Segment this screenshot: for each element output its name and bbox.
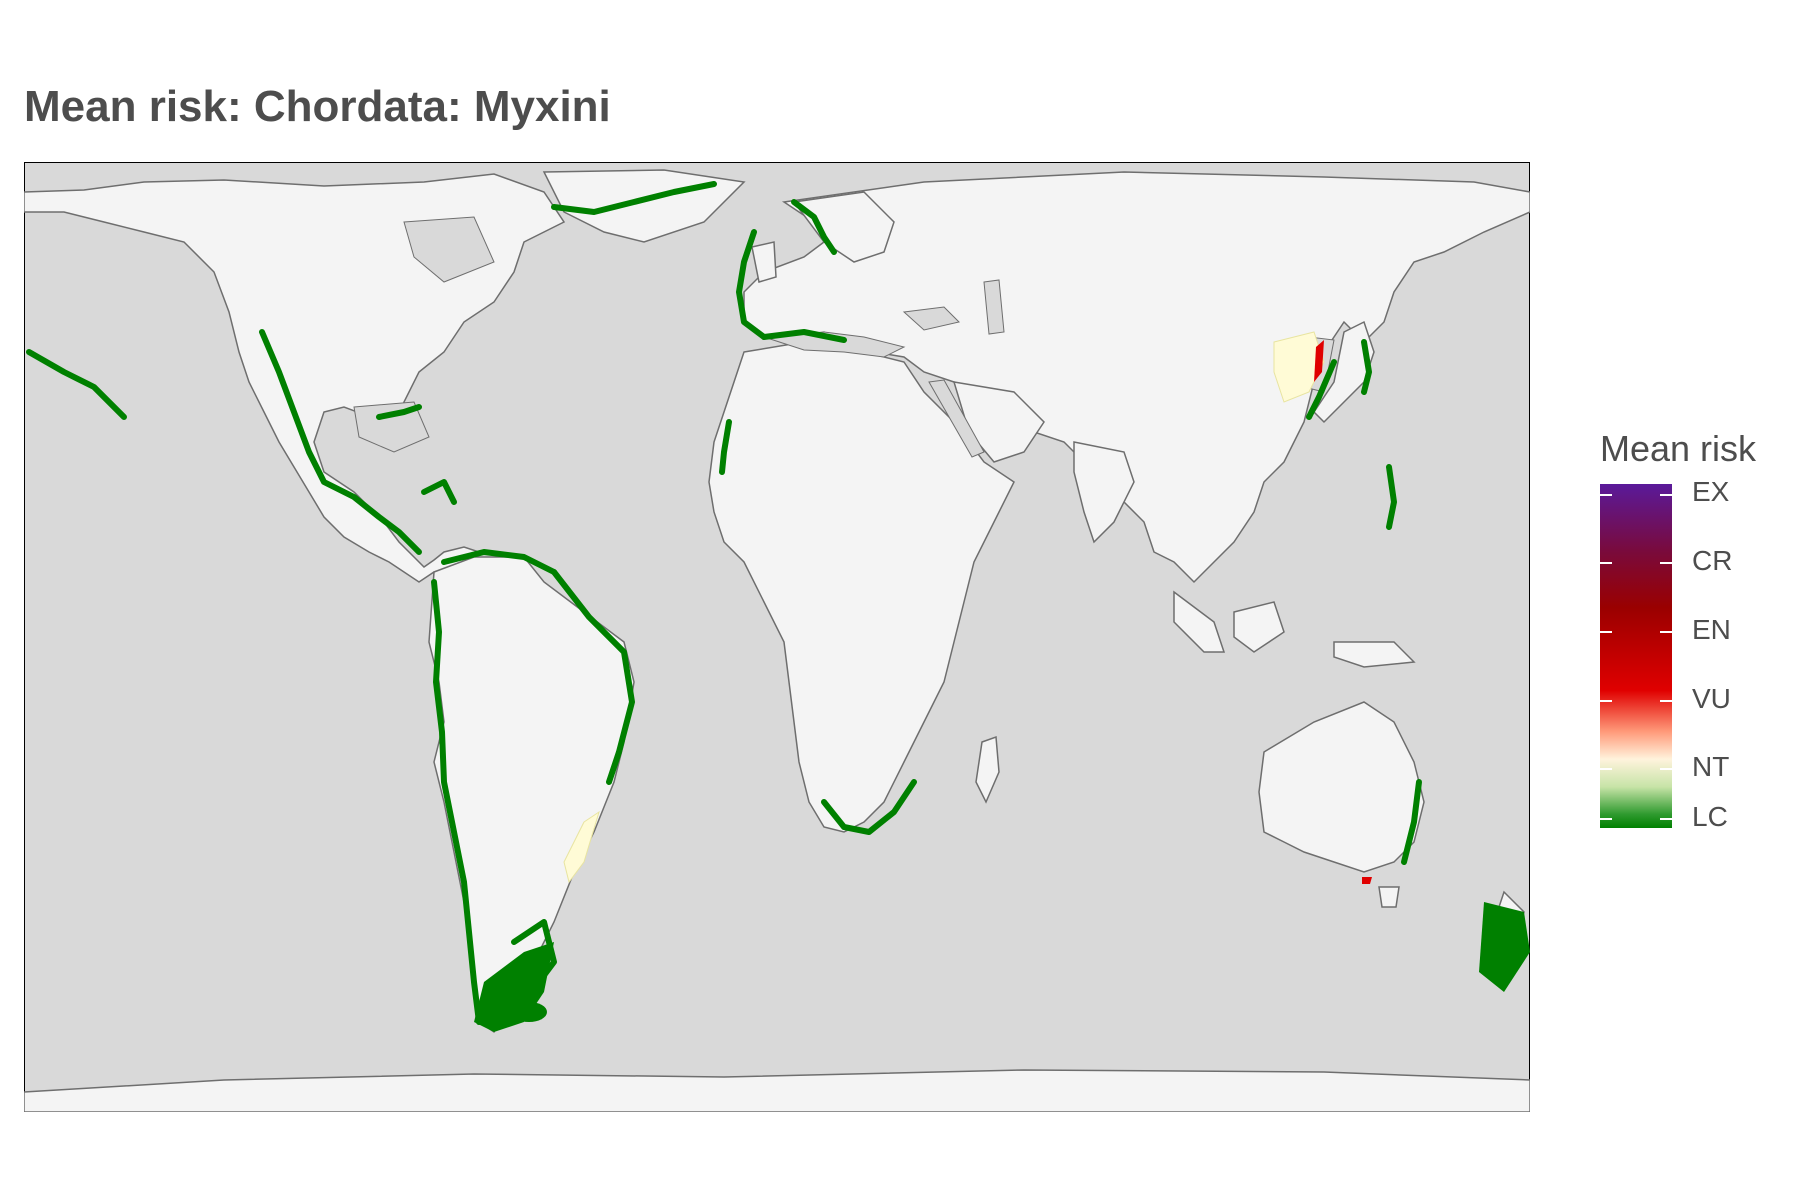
caspian-sea — [983, 279, 1005, 335]
lc-east-south-america — [551, 569, 635, 785]
legend-label-lc: LC — [1692, 801, 1728, 832]
australia — [1258, 701, 1425, 873]
legend-tick-en — [1600, 631, 1672, 633]
legend-tick-cr — [1600, 562, 1672, 564]
north-america — [24, 173, 566, 583]
nt-argentina — [563, 810, 600, 884]
vu-south-australia — [1362, 877, 1372, 884]
lc-greenland — [551, 181, 717, 215]
legend-label-cr: CR — [1692, 545, 1733, 576]
legend: Mean risk EX CR EN VU NT LC — [1600, 428, 1790, 868]
legend-tick-ex — [1600, 494, 1672, 496]
lc-southern-africa — [821, 779, 917, 835]
tasmania — [1378, 886, 1400, 908]
legend-label-vu: VU — [1692, 683, 1731, 714]
red-sea — [928, 379, 985, 458]
lc-norway — [791, 199, 837, 255]
lc-caribbean — [421, 479, 457, 505]
legend-label-ex: EX — [1692, 476, 1730, 507]
land — [24, 169, 1530, 1112]
lc-japan — [1361, 339, 1372, 395]
lc-mediterranean — [761, 329, 847, 343]
lc-east-australia — [1401, 779, 1422, 865]
legend-tick-vu — [1600, 700, 1672, 702]
legend-label-en: EN — [1692, 614, 1731, 645]
lc-west-south-america — [431, 579, 482, 1025]
great-britain — [751, 241, 777, 283]
gulf-of-mexico — [353, 401, 430, 453]
nt-yellow-sea — [1273, 331, 1325, 403]
lc-new-zealand — [1479, 902, 1530, 992]
hudson-bay — [403, 216, 495, 283]
japan — [1313, 320, 1375, 424]
risk-vu-areas — [1314, 340, 1372, 884]
sumatra — [1173, 590, 1226, 653]
lc-ryukyu — [1386, 464, 1397, 530]
legend-tick-nt — [1600, 768, 1672, 770]
lc-north-south-america — [441, 549, 557, 575]
lc-patagonian-shelf — [474, 942, 554, 1032]
antarctica — [24, 1069, 1530, 1112]
vu-korea-strait — [1314, 340, 1324, 382]
legend-label-nt: NT — [1692, 751, 1730, 782]
risk-nt-areas — [563, 331, 1325, 884]
legend-colorbar — [1600, 484, 1672, 828]
lc-west-north-america — [259, 329, 422, 555]
india — [1073, 441, 1135, 544]
lc-nw-africa — [719, 419, 732, 475]
borneo — [1233, 601, 1285, 653]
madagascar — [975, 735, 1000, 804]
lc-gulf-coast — [376, 404, 422, 420]
lc-hawaii — [26, 349, 127, 420]
chart-title: Mean risk: Chordata: Myxini — [24, 82, 611, 131]
black-sea — [902, 306, 960, 331]
legend-tick-lc — [1600, 818, 1672, 820]
legend-title: Mean risk — [1600, 428, 1757, 469]
lc-western-europe — [736, 229, 767, 340]
risk-lc-fill — [474, 902, 1530, 1032]
lc-falklands — [511, 1002, 547, 1022]
lc-east-asia — [1306, 359, 1337, 420]
new-guinea — [1333, 641, 1416, 668]
world-map — [24, 162, 1530, 1112]
mediterranean — [763, 331, 906, 358]
